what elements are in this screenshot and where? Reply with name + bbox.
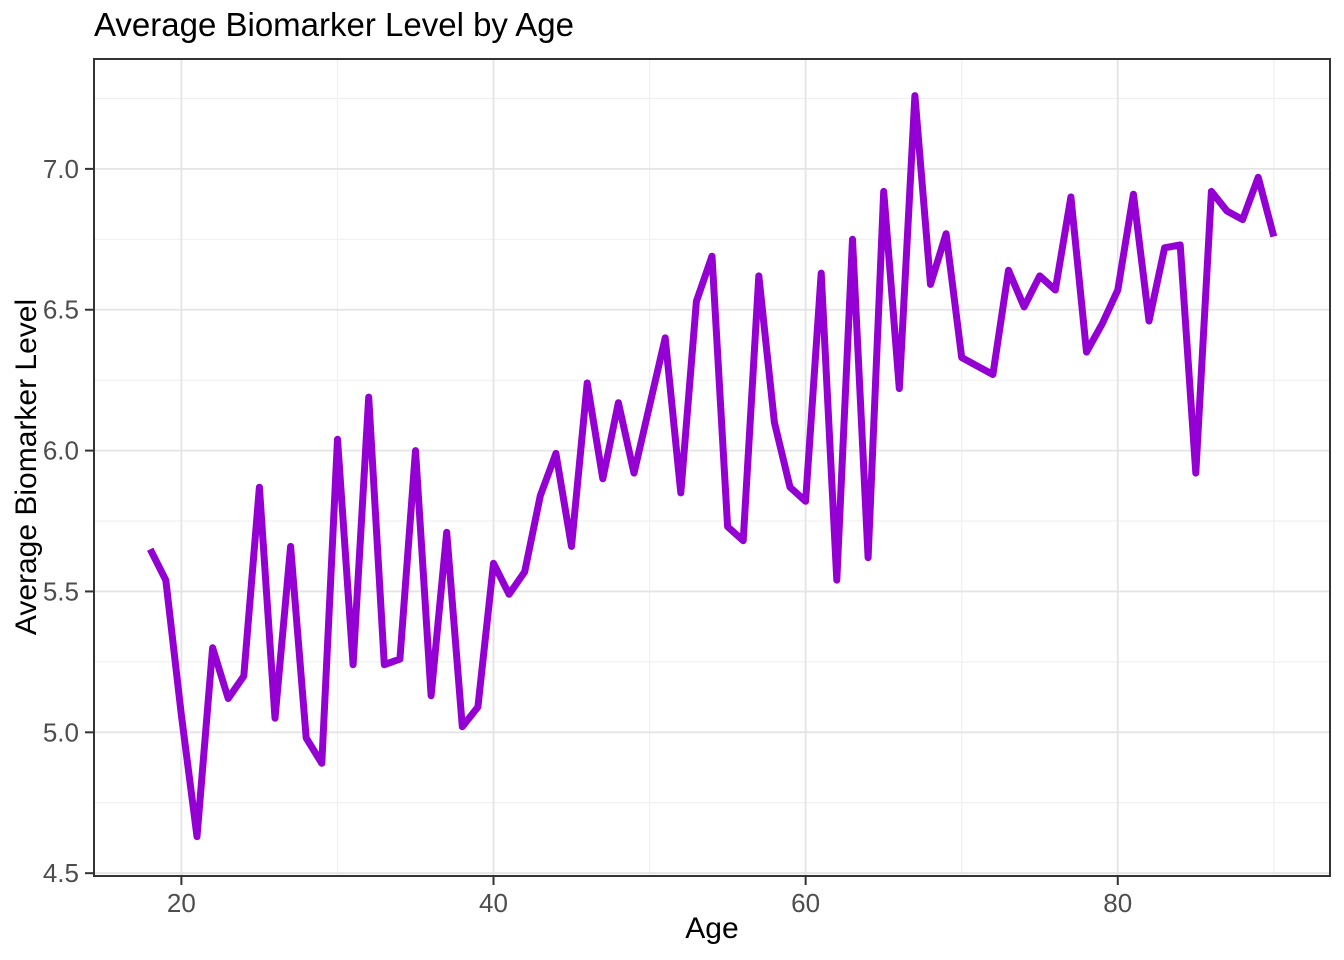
- biomarker-series-line: [147, 92, 1278, 841]
- y-tick-label: 4.5: [43, 858, 79, 888]
- y-tick-label: 7.0: [43, 154, 79, 184]
- axis-tick-marks: [85, 167, 1119, 885]
- panel-border: [93, 58, 1331, 877]
- y-tick-label: 6.5: [43, 295, 79, 325]
- x-tick-label: 20: [167, 888, 196, 918]
- y-tick-label: 6.0: [43, 436, 79, 466]
- axis-tick-labels: 20 40 60 80 4.5 5.0 5.5 6.0 6.5 7.0: [43, 154, 1132, 918]
- y-tick-label: 5.0: [43, 717, 79, 747]
- x-tick-label: 60: [791, 888, 820, 918]
- y-axis-title: Average Biomarker Level: [10, 298, 43, 636]
- major-gridlines: [94, 59, 1330, 876]
- chart-title: Average Biomarker Level by Age: [94, 6, 574, 43]
- x-axis-title: Age: [685, 912, 739, 945]
- x-tick-label: 40: [479, 888, 508, 918]
- minor-gridlines: [94, 59, 1330, 876]
- y-tick-label: 5.5: [43, 576, 79, 606]
- x-tick-label: 80: [1103, 888, 1132, 918]
